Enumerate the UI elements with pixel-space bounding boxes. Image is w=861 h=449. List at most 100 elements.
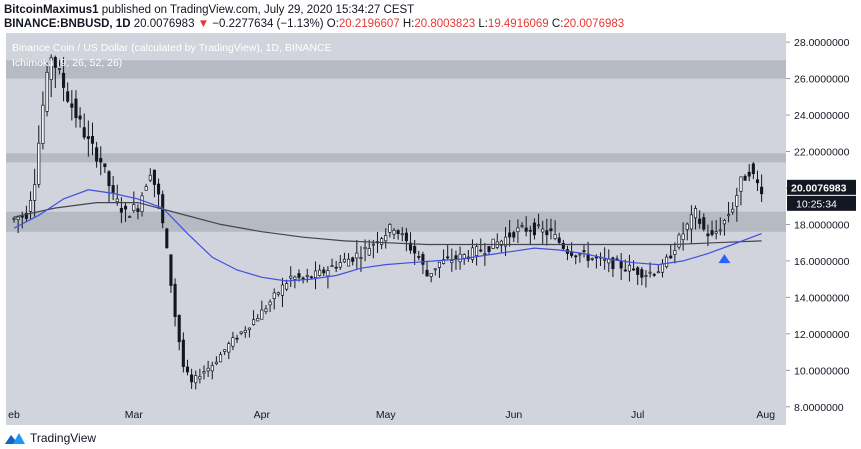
candle-body	[545, 230, 549, 236]
candle-body	[421, 254, 425, 265]
y-tick-label: 26.0000000	[794, 74, 850, 86]
high-value: 20.8003823	[414, 18, 476, 30]
candle-body	[611, 257, 615, 269]
close-value: 20.0076983	[563, 18, 625, 30]
low-value: 19.4916069	[487, 18, 549, 30]
candle-body	[532, 222, 536, 236]
x-tick-label: Mar	[125, 409, 144, 421]
candle-body	[252, 319, 256, 325]
candle-body	[450, 260, 454, 263]
candle-body	[528, 229, 532, 232]
candle-body	[136, 208, 140, 212]
candle-body	[223, 349, 227, 352]
candle-body	[24, 213, 28, 219]
candle-body	[37, 142, 41, 185]
candle-body	[582, 250, 586, 252]
candle-body	[264, 308, 268, 312]
candle-body	[33, 184, 37, 201]
candle-body	[297, 273, 301, 278]
candle-body	[396, 230, 400, 235]
candle-body	[487, 246, 491, 252]
candle-body	[363, 246, 367, 250]
candle-body	[553, 234, 557, 239]
zones-layer	[6, 60, 786, 232]
candle-body	[86, 136, 90, 139]
candle-body	[760, 186, 764, 195]
last-price-tag	[787, 179, 856, 195]
candle-body	[66, 91, 70, 102]
x-tick-label: Jul	[631, 409, 644, 421]
candle-body	[660, 263, 665, 273]
candle-body	[355, 252, 359, 259]
author-name[interactable]: BitcoinMaximus1	[4, 4, 99, 16]
low-label: L:	[478, 18, 488, 30]
candle-body	[173, 283, 177, 317]
candle-body	[359, 257, 363, 259]
candle-body	[148, 174, 152, 181]
candle-body	[632, 268, 636, 271]
price-axis-panel[interactable]	[786, 33, 858, 425]
candle-body	[755, 179, 760, 184]
chart-header: BitcoinMaximus1 published on TradingView…	[4, 3, 854, 33]
y-tick-label: 28.0000000	[794, 37, 850, 49]
candle-body	[743, 175, 747, 181]
candle-body	[408, 242, 413, 251]
candle-body	[119, 207, 123, 213]
candle-body	[475, 246, 479, 256]
candle-body	[413, 245, 417, 254]
candle-body	[342, 258, 346, 263]
candle-body	[45, 72, 49, 112]
candle-body	[165, 228, 169, 249]
candle-body	[747, 171, 751, 177]
candle-body	[115, 198, 119, 203]
x-tick-label: Jun	[505, 409, 522, 421]
candle-body	[685, 223, 689, 230]
candle-body	[20, 215, 24, 218]
price-tags: 20.0076983 10:25:34	[787, 179, 856, 211]
candle-body	[289, 275, 293, 279]
candle-body	[652, 273, 656, 276]
candle-body	[508, 232, 512, 238]
candle-body	[190, 374, 194, 383]
candle-body	[454, 255, 458, 260]
candle-body	[260, 309, 264, 320]
candle-body	[62, 72, 66, 88]
candle-body	[541, 228, 545, 233]
candle-body	[561, 242, 565, 249]
candle-body	[185, 366, 190, 373]
candle-body	[53, 57, 57, 68]
x-tick-label: May	[376, 409, 397, 421]
candle-body	[285, 283, 289, 290]
x-tick-label: eb	[8, 409, 20, 421]
candle-body	[276, 292, 280, 295]
candle-body	[751, 163, 755, 175]
candle-body	[57, 68, 61, 70]
candle-body	[590, 257, 594, 260]
candle-body	[512, 232, 516, 238]
candle-body	[714, 231, 718, 234]
open-value: 20.2196607	[338, 18, 400, 30]
candle-body	[157, 183, 161, 195]
candle-body	[313, 270, 318, 278]
candle-body	[689, 214, 693, 230]
open-label: O:	[326, 18, 339, 30]
candle-body	[144, 186, 148, 191]
candle-body	[491, 238, 495, 249]
candle-body	[669, 255, 673, 259]
candle-body	[623, 269, 627, 272]
lines-layer	[13, 189, 762, 282]
blue-ma-line	[13, 189, 762, 282]
candle-body	[578, 253, 582, 256]
candles-layer	[12, 54, 764, 390]
footer-brand: TradingView	[30, 431, 97, 445]
y-tick-label: 18.0000000	[794, 219, 850, 231]
candle-body	[681, 233, 685, 240]
candle-body	[210, 365, 214, 372]
tradingview-logo-icon[interactable]	[4, 431, 26, 445]
candlestick-chart[interactable]: Binance Coin / US Dollar (calculated by …	[0, 0, 861, 430]
candle-body	[429, 273, 433, 277]
candle-body	[520, 225, 524, 227]
change-down-icon: ▼	[197, 18, 210, 30]
candle-body	[710, 230, 714, 235]
candle-body	[111, 185, 115, 193]
